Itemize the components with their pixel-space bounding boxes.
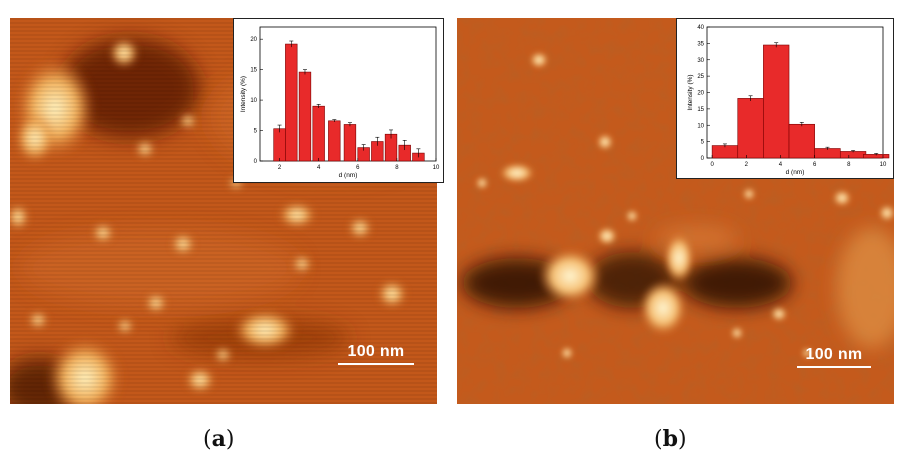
hist-a-bar: [343, 124, 357, 162]
hist-a-y-tick-label: 15: [250, 68, 257, 74]
caption-b: (b): [654, 426, 687, 452]
hist-a-y-tick-label: 0: [254, 159, 258, 165]
caption-letter-b: b: [662, 426, 678, 452]
hist-a-bar: [298, 71, 312, 162]
hist-b-x-tick-label: 4: [779, 162, 783, 168]
scale-bar-line-a: [338, 363, 414, 365]
hist-b-y-tick-label: 30: [697, 58, 704, 64]
hist-a-bar: [328, 120, 341, 162]
histogram-chart-a: 2 4 6 8 10 0 5 10 15 20 d (nm) Intensity (%): [240, 26, 440, 179]
hist-b-x-tick-label: 2: [745, 162, 749, 168]
hist-b-y-tick-label: 25: [697, 74, 704, 80]
hist-b-y-tick-label: 0: [701, 156, 705, 162]
hist-a-bar: [273, 128, 286, 162]
hist-a-bar: [312, 105, 325, 162]
hist-b-x-axis-label: d (nm): [786, 169, 805, 176]
scale-bar-b: 100 nm: [797, 346, 871, 368]
hist-b-y-tick-label: 10: [697, 123, 704, 129]
hist-b-x-tick-label: 10: [880, 162, 887, 168]
hist-b-x-tick-label: 6: [813, 162, 817, 168]
histogram-chart-b: 0 2 4 6 8 10 0 5 10 15 20 25 30 35 40 d (nm) Intensity (…: [687, 25, 890, 176]
hist-b-bar: [814, 148, 841, 159]
histogram-inset-b: 0 2 4 6 8 10 0 5 10 15 20 25 30 35 40 d (nm) Intensity (…: [676, 18, 894, 179]
hist-b-y-tick-label: 20: [697, 91, 704, 97]
histogram-inset-a: 2 4 6 8 10 0 5 10 15 20 d (nm) Intensity (%): [233, 18, 444, 183]
hist-b-x-tick-label: 8: [847, 162, 851, 168]
hist-b-bar: [763, 44, 790, 159]
scale-bar-label-b: 100 nm: [805, 346, 863, 363]
hist-a-x-tick-label: 6: [356, 165, 360, 171]
hist-b-y-tick-label: 35: [697, 41, 704, 47]
hist-b-x-tick-label: 0: [710, 162, 714, 168]
hist-a-x-tick-label: 2: [278, 165, 282, 171]
hist-b-bar: [737, 98, 764, 159]
hist-a-y-tick-label: 20: [250, 37, 257, 43]
caption-a: (a): [203, 426, 235, 452]
hist-a-y-axis-label: Intensity (%): [240, 76, 247, 112]
hist-b-y-tick-label: 40: [697, 25, 704, 31]
hist-a-bar: [285, 43, 298, 162]
hist-b-bar: [788, 123, 815, 159]
hist-b-y-tick-label: 15: [697, 107, 704, 113]
hist-b-y-axis-label: Intensity (%): [687, 74, 694, 110]
scale-bar-line-b: [797, 366, 871, 368]
hist-a-y-tick-label: 10: [250, 98, 257, 104]
hist-b-y-tick-label: 5: [701, 140, 705, 146]
scale-bar-a: 100 nm: [338, 343, 414, 365]
hist-a-x-tick-label: 8: [395, 165, 399, 171]
hist-a-y-tick-label: 5: [254, 129, 258, 135]
hist-b-bar: [711, 145, 739, 159]
scale-bar-label-a: 100 nm: [347, 343, 405, 360]
hist-a-x-tick-label: 4: [317, 165, 321, 171]
hist-a-x-tick-label: 10: [433, 165, 440, 171]
caption-letter-a: a: [211, 426, 226, 452]
hist-a-x-axis-label: d (nm): [339, 172, 358, 179]
